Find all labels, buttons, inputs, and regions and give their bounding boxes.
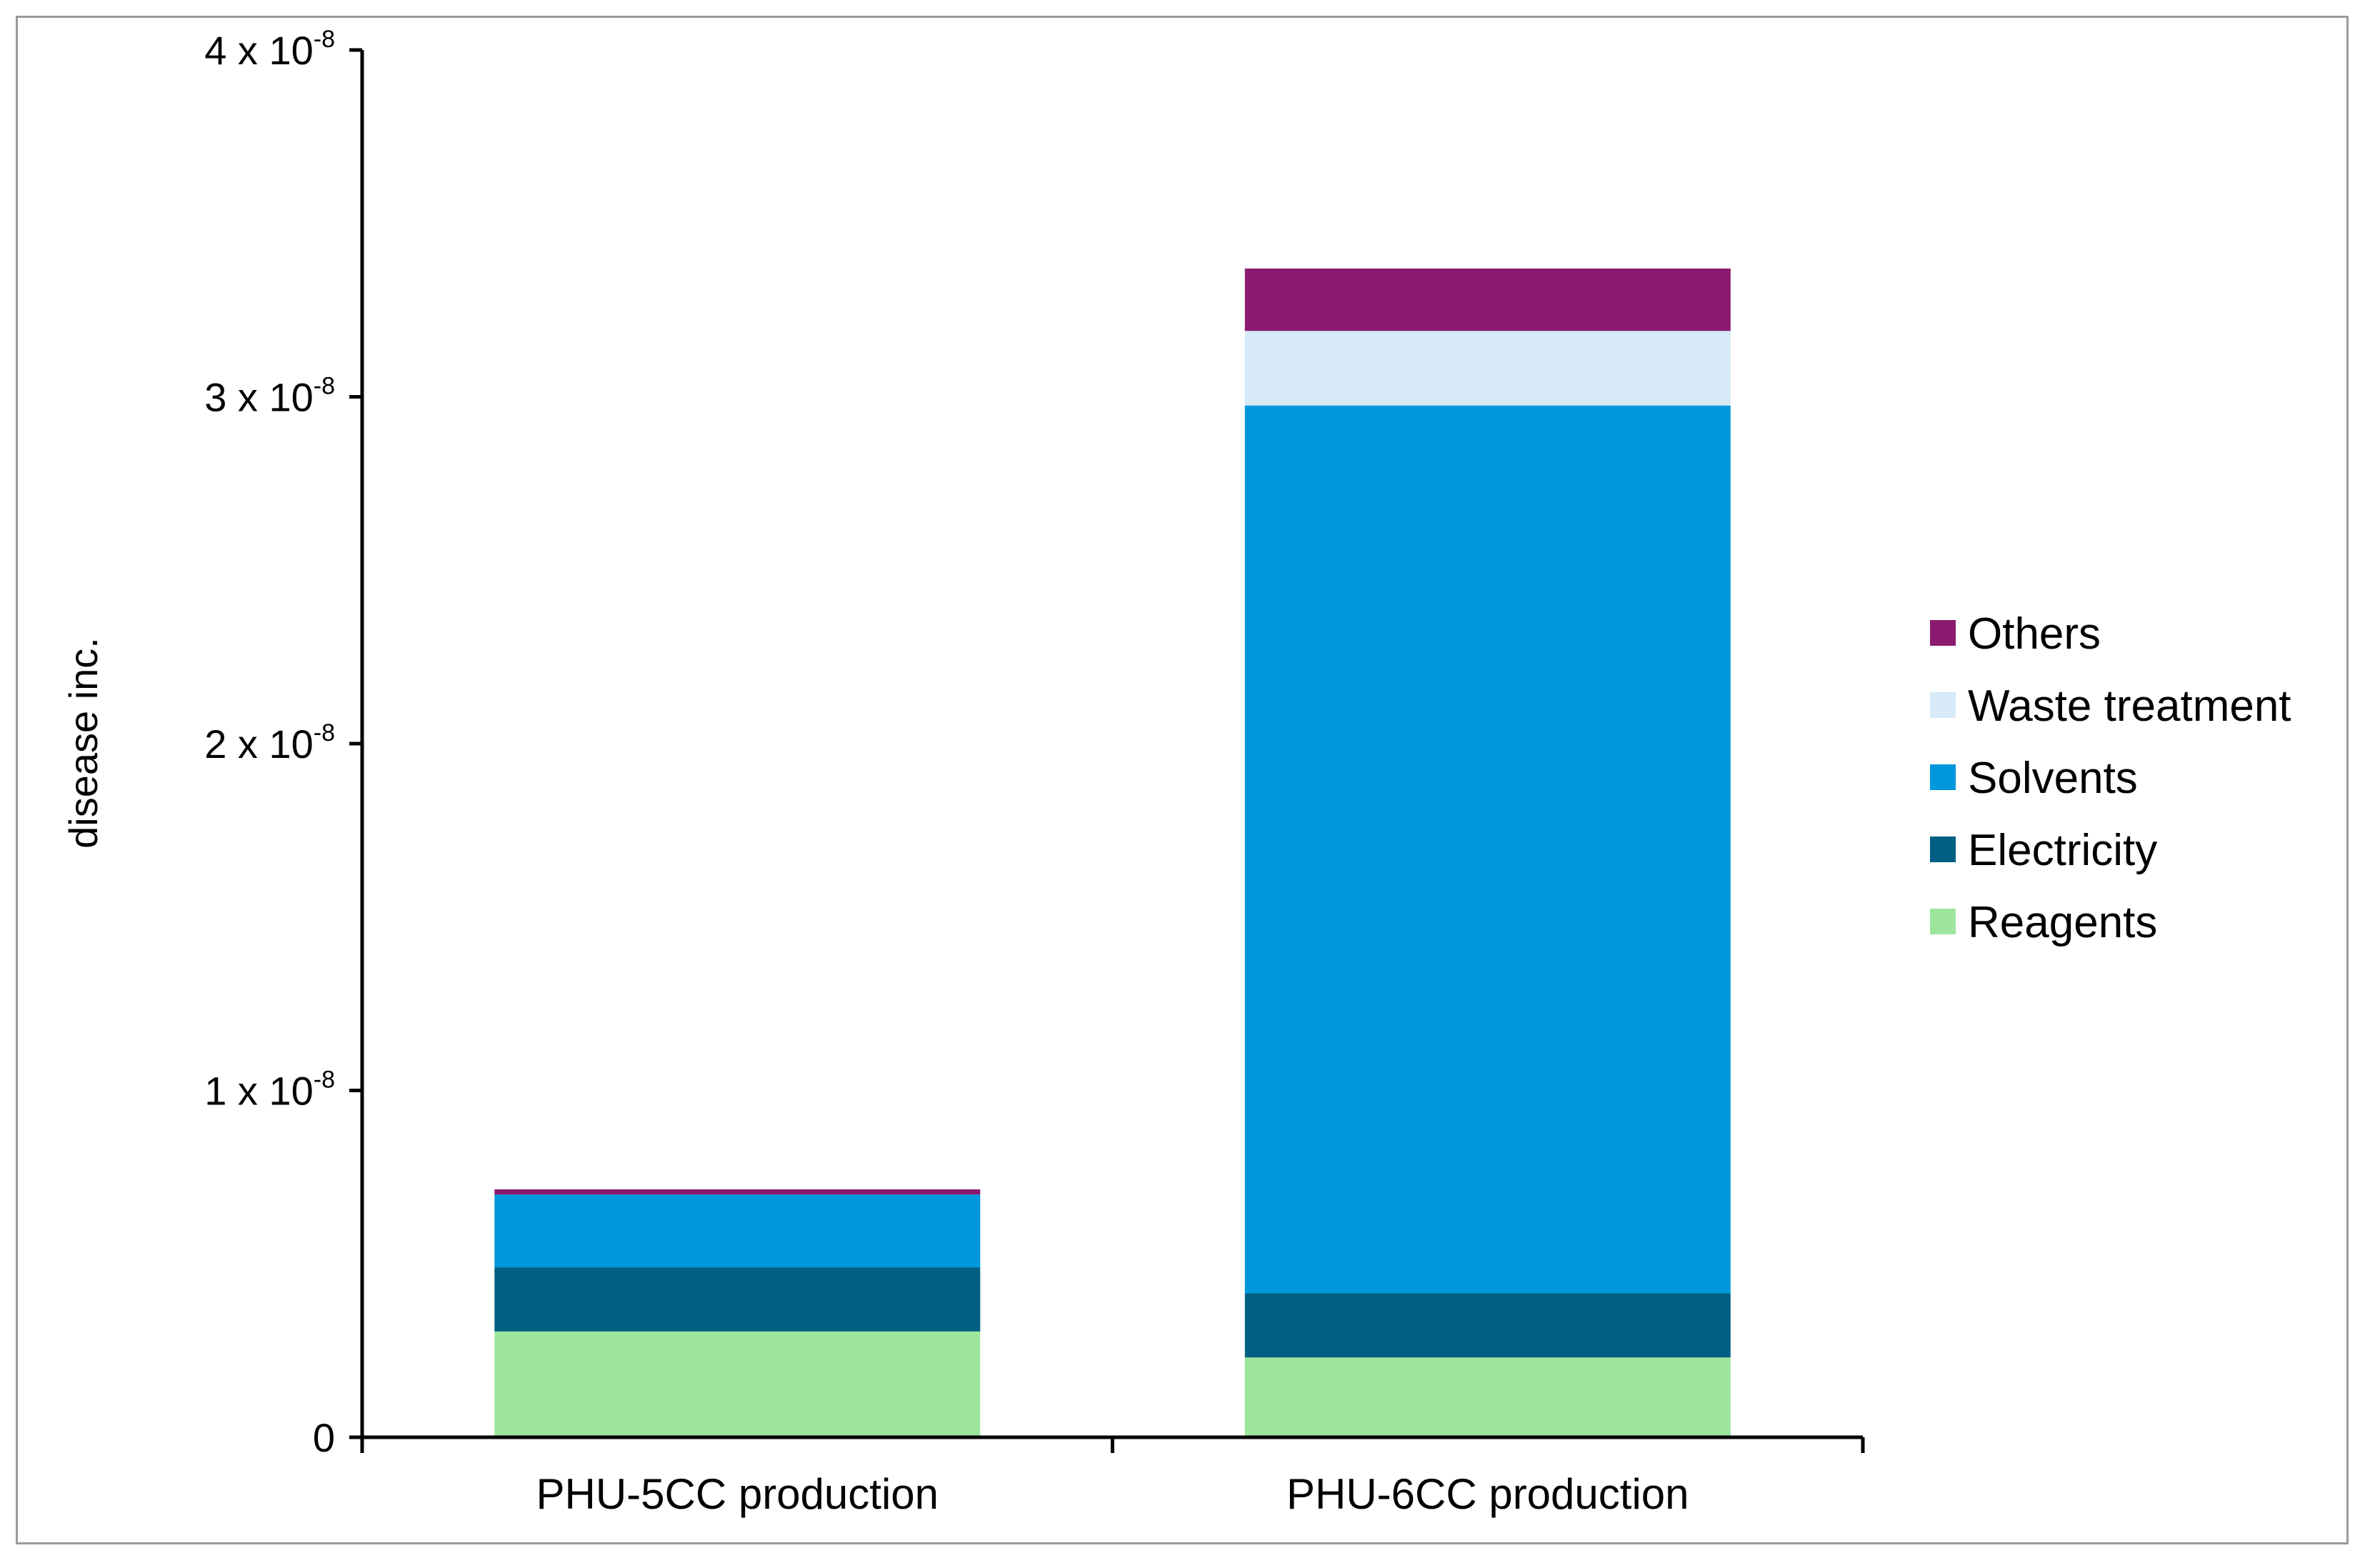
legend: Others Waste treatment Solvents Electricity… xyxy=(1930,609,2291,947)
bar-2-solvents xyxy=(1244,405,1731,1294)
y-tick-label-4: 4 x 10-8 xyxy=(204,26,335,73)
y-tick-mantissa-3: 3 x 10 xyxy=(204,375,314,420)
legend-label-waste-treatment: Waste treatment xyxy=(1968,681,2291,731)
x-categories-layer: PHU-5CC production PHU-6CC production xyxy=(360,1437,1865,1518)
y-tick-mantissa-0: 0 xyxy=(313,1415,335,1460)
bar-1-electricity xyxy=(494,1267,981,1332)
y-axis-title: disease inc. xyxy=(61,637,106,849)
y-tick-label-1: 1 x 10-8 xyxy=(204,1067,335,1114)
x-category-label-1: PHU-5CC production xyxy=(536,1470,939,1518)
y-tick-exponent-1: -8 xyxy=(314,1067,335,1094)
y-tick-mantissa-4: 4 x 10 xyxy=(204,28,314,73)
legend-swatch-waste-treatment xyxy=(1930,692,1956,718)
legend-label-reagents: Reagents xyxy=(1968,898,2157,947)
legend-swatch-others xyxy=(1930,620,1956,646)
y-tick-mantissa-2: 2 x 10 xyxy=(204,721,314,766)
legend-swatch-reagents xyxy=(1930,909,1956,934)
y-ticks-layer: 01 x 10-82 x 10-83 x 10-84 x 10-8 xyxy=(204,26,362,1460)
y-tick-label-3: 3 x 10-8 xyxy=(204,373,335,420)
bar-2-waste-treatment xyxy=(1244,331,1731,406)
legend-swatch-solvents xyxy=(1930,764,1956,790)
y-tick-exponent-3: -8 xyxy=(314,373,335,400)
x-category-label-2: PHU-6CC production xyxy=(1286,1470,1689,1518)
bar-1-others xyxy=(494,1189,981,1195)
y-tick-exponent-2: -8 xyxy=(314,719,335,746)
bar-2-reagents xyxy=(1244,1357,1731,1437)
y-tick-label-2: 2 x 10-8 xyxy=(204,719,335,766)
chart-frame xyxy=(16,16,2349,1544)
bar-1-solvents xyxy=(494,1194,981,1268)
legend-label-others: Others xyxy=(1968,609,2101,659)
bar-2-electricity xyxy=(1244,1293,1731,1358)
legend-label-solvents: Solvents xyxy=(1968,754,2138,803)
y-tick-exponent-4: -8 xyxy=(314,26,335,53)
legend-swatch-electricity xyxy=(1930,837,1956,862)
y-tick-mantissa-1: 1 x 10 xyxy=(204,1069,314,1114)
bars-layer xyxy=(494,268,1731,1437)
bar-2-others xyxy=(1244,268,1731,331)
legend-label-electricity: Electricity xyxy=(1968,826,2157,875)
y-tick-label-0: 0 xyxy=(313,1415,335,1460)
bar-1-reagents xyxy=(494,1331,981,1437)
